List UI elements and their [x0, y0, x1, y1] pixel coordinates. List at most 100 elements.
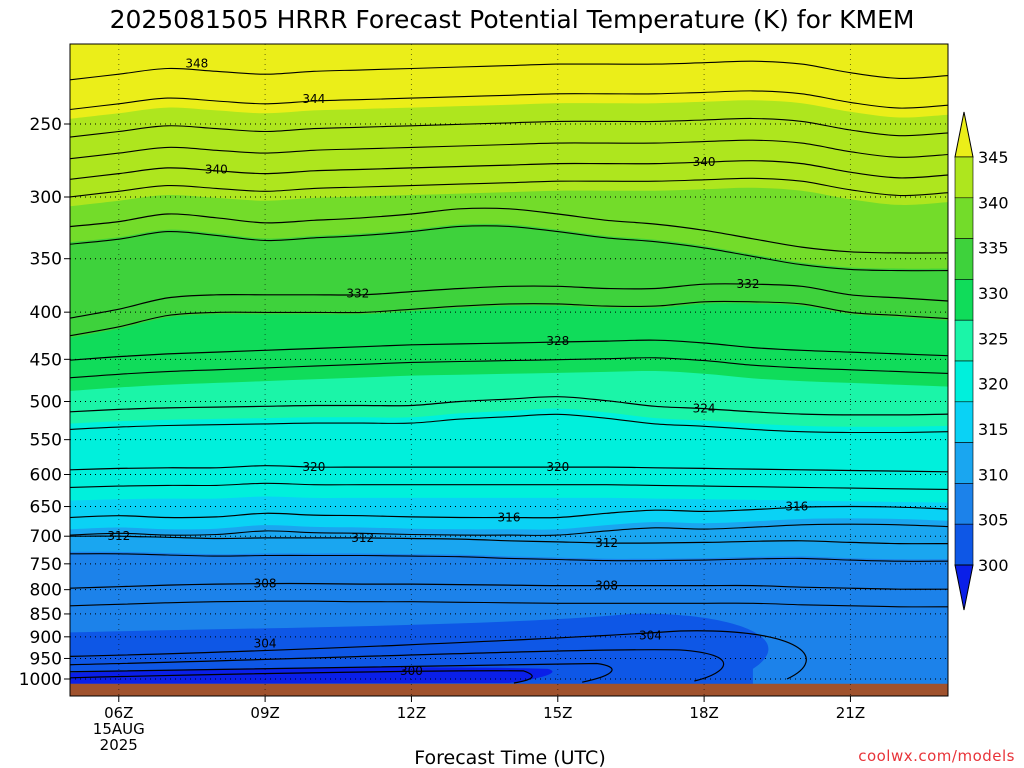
isentrope-342	[70, 139, 948, 160]
x-tick-label: 12Z	[397, 704, 426, 722]
contour-label: 316	[498, 510, 521, 524]
colorbar-label: 330	[978, 284, 1009, 303]
plot-area: 348 344 340 340 332 332 328 324 320 320 316 316 312 3…	[70, 44, 948, 696]
colorbar-label: 315	[978, 420, 1009, 439]
isentrope-300	[70, 670, 533, 684]
isentrope-302	[70, 662, 613, 683]
colorbar-segment	[954, 401, 974, 443]
isentrope-330-aux	[70, 300, 948, 337]
contour-label: 320	[546, 460, 569, 474]
colorbar-segment	[954, 442, 974, 484]
isentrope-336	[70, 207, 948, 254]
y-axis: 250 300 350 400 450 500 550 600 650 700 750 800 850 9…	[19, 115, 70, 690]
y-tick-label: 850	[30, 605, 62, 625]
isentrope-308	[70, 582, 948, 590]
isentrope-338-aux	[70, 177, 948, 198]
colorbar-segment	[954, 483, 974, 525]
y-tick-label: 400	[30, 303, 62, 323]
y-tick-label: 750	[30, 555, 62, 575]
contour-labels: 348 344 340 340 332 332 328 324 320 320 316 316 312 3…	[107, 57, 808, 678]
isentrope-322-aux	[70, 413, 948, 434]
chart-title: 2025081505 HRRR Forecast Potential Tempe…	[110, 5, 915, 34]
y-tick-label: 800	[30, 581, 62, 601]
y-tick-label: 700	[30, 527, 62, 547]
isentrope-324	[70, 396, 948, 416]
terrain	[70, 683, 948, 696]
contour-label: 340	[205, 162, 228, 176]
plot-frame	[69, 43, 949, 697]
isentrope-316	[70, 505, 948, 519]
contour-label: 320	[302, 460, 325, 474]
isentrope-320	[70, 465, 948, 473]
contour-label: 328	[546, 334, 569, 348]
x-tick-label: 18Z	[689, 704, 718, 722]
isentrope-304	[70, 630, 807, 680]
contour-label: 332	[737, 277, 760, 291]
colorbar-segment	[954, 197, 974, 239]
colorbar-segment	[954, 319, 974, 362]
y-tick-label: 650	[30, 498, 62, 518]
isentrope-328	[70, 339, 948, 361]
isentrope-306-aux	[70, 600, 948, 608]
isentrope-334-aux	[70, 225, 948, 272]
colorbar-label: 345	[978, 148, 1009, 167]
y-tick-label: 250	[30, 115, 62, 135]
colorbar-arrow-bottom	[954, 564, 974, 611]
isentrope-318-aux	[70, 482, 948, 490]
y-tick-label: 450	[30, 350, 62, 370]
colorbar-label: 305	[978, 511, 1009, 530]
colorbar-segment	[954, 156, 974, 199]
terrain-fill	[70, 683, 948, 696]
colorbar-arrow-top	[954, 111, 974, 158]
y-tick-label: 600	[30, 465, 62, 485]
colorbar-label: 320	[978, 375, 1009, 394]
x-axis-label: Forecast Time (UTC)	[414, 747, 605, 768]
contour-label: 340	[693, 155, 716, 169]
x-tick-label: 21Z	[836, 704, 865, 722]
colorbar-legend: 300 305 310 315 320 325 330 335 340 345	[954, 111, 1009, 611]
colorbar-segment	[954, 523, 974, 566]
x-tick-label: 15Z	[543, 704, 572, 722]
contour-label: 308	[254, 577, 277, 591]
x-tick-date-label: 15AUG	[93, 720, 145, 738]
contour-label: 324	[693, 402, 716, 416]
contour-label: 332	[346, 287, 369, 301]
contour-label: 316	[785, 500, 808, 514]
colorbar-segment	[954, 360, 974, 403]
y-tick-label: 500	[30, 393, 62, 413]
y-tick-label: 350	[30, 250, 62, 270]
isentrope-344	[70, 117, 948, 138]
contour-label: 348	[185, 57, 208, 71]
contour-label: 312	[595, 536, 618, 550]
contour-label: 312	[107, 529, 130, 543]
y-tick-label: 1000	[19, 670, 62, 690]
y-tick-label: 950	[30, 649, 62, 669]
contour-label: 300	[400, 664, 423, 678]
x-tick-label: 06Z	[104, 704, 133, 722]
colorbar-label: 340	[978, 193, 1009, 212]
isentrope-346	[70, 90, 948, 111]
isentrope-332	[70, 283, 948, 319]
x-tick-date-label: 2025	[100, 736, 138, 754]
contour-label: 344	[302, 92, 325, 106]
isentrope-310-aux	[70, 553, 948, 562]
colorbar-segment	[954, 279, 974, 321]
isentrope-312	[70, 535, 948, 545]
colorbar-label: 325	[978, 329, 1009, 348]
contour-label: 304	[639, 628, 662, 642]
contour-label: 304	[254, 636, 277, 650]
isentrope-326-aux	[70, 357, 948, 379]
colorbar-label: 300	[978, 556, 1009, 575]
contour-label: 312	[351, 531, 374, 545]
y-tick-label: 550	[30, 431, 62, 451]
isentrope-348	[70, 60, 948, 81]
site-credit: coolwx.com/models	[858, 747, 1015, 765]
isentrope-303	[70, 649, 725, 682]
x-tick-label: 09Z	[250, 704, 279, 722]
y-tick-label: 900	[30, 628, 62, 648]
colorbar-label: 335	[978, 239, 1009, 258]
colorbar-label: 310	[978, 465, 1009, 484]
colorbar-segment	[954, 238, 974, 280]
